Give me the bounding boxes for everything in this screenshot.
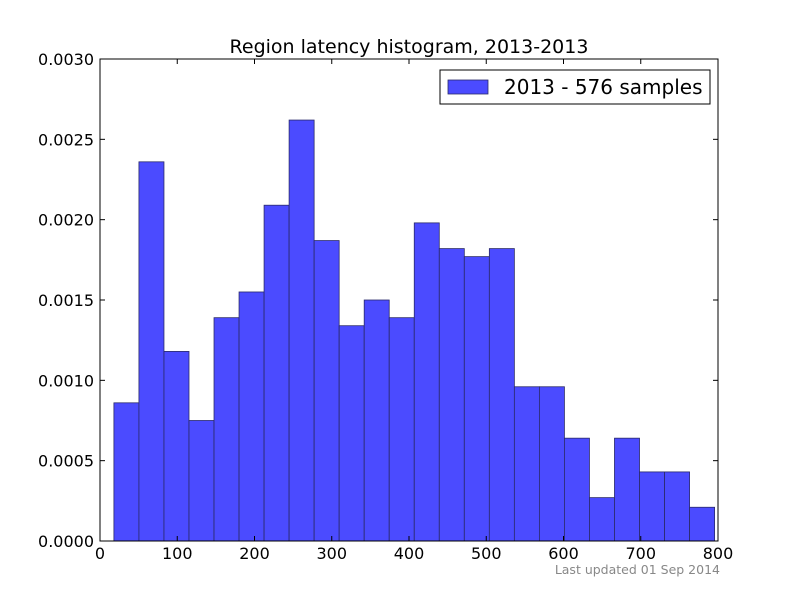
y-tick-label: 0.0005 [38,452,94,471]
legend-swatch [447,79,489,95]
legend-label: 2013 - 576 samples [504,75,703,99]
histogram-bar [238,291,265,542]
histogram-bar [689,506,716,542]
axes-layer: 0 100 200 300 400 500 600 700 800 0.0000 0.0005 0.0… [38,50,733,563]
x-tick-label: 0 [95,544,105,563]
x-tick-label: 200 [239,544,270,563]
histogram-bar [388,317,415,542]
y-tick-label: 0.0030 [38,50,94,69]
histogram-bar [113,402,140,542]
x-tick-label: 800 [703,544,734,563]
histogram-bar [589,497,615,542]
y-tick-label: 0.0010 [38,371,94,390]
y-tick-label: 0.0015 [38,291,94,310]
histogram-bar [639,471,665,542]
histogram-bar [138,161,165,542]
x-tick-label: 600 [548,544,579,563]
histogram-bar [213,317,240,542]
histogram-bar [313,240,340,542]
x-tick-label: 100 [162,544,193,563]
histogram-bar [664,471,690,542]
histogram-bar [488,248,515,542]
legend: 2013 - 576 samples [439,69,711,105]
y-tick-label: 0.0000 [38,532,94,551]
histogram-bar [614,437,640,542]
x-tick-label: 300 [316,544,347,563]
x-tick-label: 700 [625,544,656,563]
chart-title: Region latency histogram, 2013-2013 [230,36,589,58]
histogram-bar [413,222,440,542]
histogram-bar [288,119,315,542]
histogram-bar [438,248,465,542]
histogram-bar [538,386,565,542]
histogram-bar [263,204,290,542]
x-tick-label: 400 [394,544,425,563]
histogram-bar [564,437,590,542]
histogram-bar [338,325,365,542]
histogram-bar [463,256,490,542]
histogram-bar [188,420,215,542]
y-tick-label: 0.0025 [38,130,94,149]
last-updated-note: Last updated 01 Sep 2014 [555,562,720,577]
x-tick-label: 500 [471,544,502,563]
histogram-bar [513,386,540,542]
histogram-bar [363,299,390,542]
y-tick-label: 0.0020 [38,211,94,230]
bars-layer [113,119,716,542]
histogram-bar [163,351,190,542]
